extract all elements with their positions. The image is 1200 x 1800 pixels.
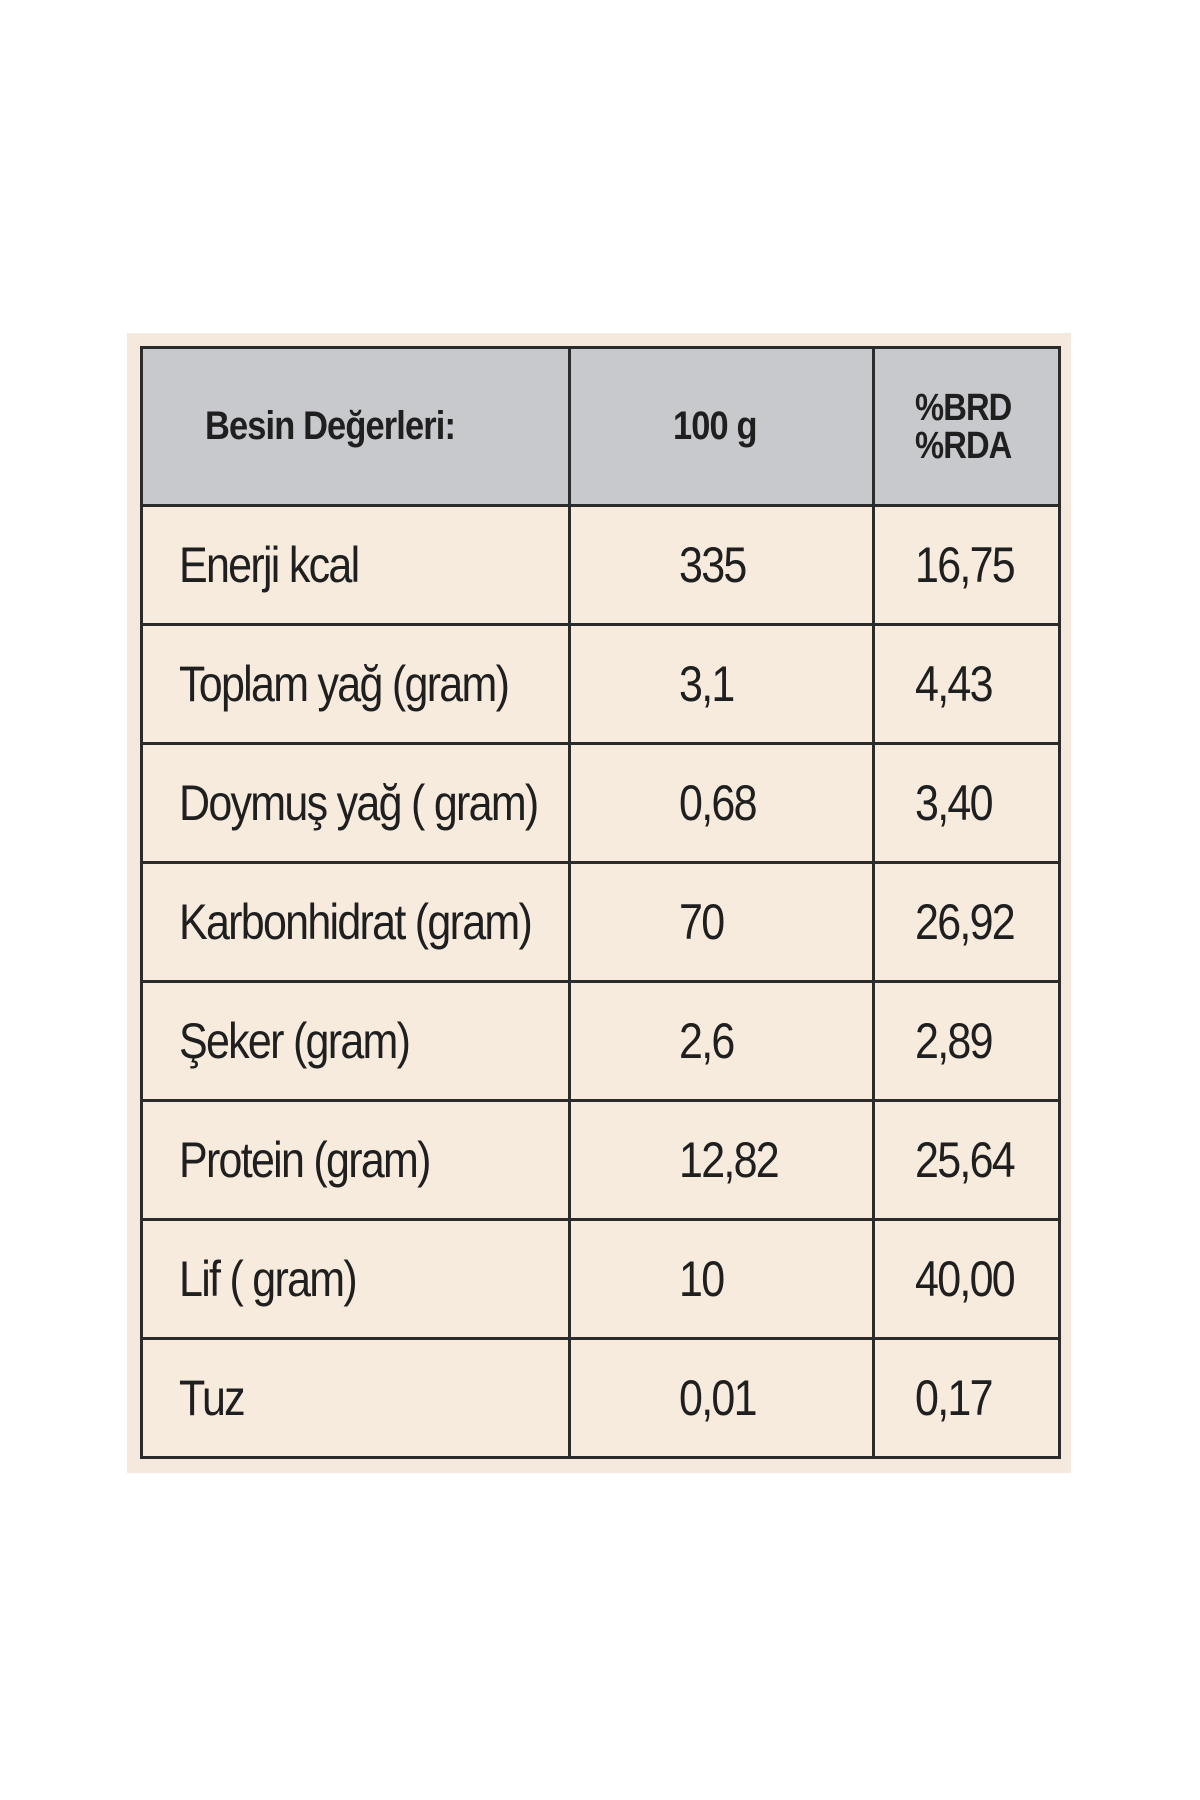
header-rda-line1: %BRD: [915, 386, 1012, 429]
nutrient-amount: 0,01: [568, 1337, 875, 1459]
table-row: Karbonhidrat (gram) 70 26,92: [140, 861, 1061, 983]
table-row: Doymuş yağ ( gram) 0,68 3,40: [140, 742, 1061, 864]
header-amount-per-100g: 100 g: [568, 346, 875, 507]
table-row: Protein (gram) 12,82 25,64: [140, 1099, 1061, 1221]
nutrient-name: Toplam yağ (gram): [140, 623, 571, 745]
nutrient-rda: 26,92: [872, 861, 1061, 983]
nutrient-rda: 3,40: [872, 742, 1061, 864]
table-row: Tuz 0,01 0,17: [140, 1337, 1061, 1459]
nutrient-amount: 2,6: [568, 980, 875, 1102]
nutrition-facts-table: Besin Değerleri: 100 g %BRD %RDA Enerji k…: [140, 346, 1061, 1459]
nutrient-amount: 335: [568, 504, 875, 626]
nutrient-rda: 16,75: [872, 504, 1061, 626]
table-header-row: Besin Değerleri: 100 g %BRD %RDA: [140, 346, 1061, 507]
nutrient-amount: 70: [568, 861, 875, 983]
nutrient-name: Doymuş yağ ( gram): [140, 742, 571, 864]
header-rda-percent: %BRD %RDA: [872, 346, 1061, 507]
nutrient-name: Enerji kcal: [140, 504, 571, 626]
header-nutrient-name: Besin Değerleri:: [140, 346, 571, 507]
nutrient-rda: 4,43: [872, 623, 1061, 745]
table-row: Enerji kcal 335 16,75: [140, 504, 1061, 626]
nutrient-amount: 12,82: [568, 1099, 875, 1221]
table-row: Lif ( gram) 10 40,00: [140, 1218, 1061, 1340]
nutrient-name: Protein (gram): [140, 1099, 571, 1221]
table-row: Şeker (gram) 2,6 2,89: [140, 980, 1061, 1102]
nutrient-name: Karbonhidrat (gram): [140, 861, 571, 983]
nutrient-rda: 25,64: [872, 1099, 1061, 1221]
nutrient-amount: 0,68: [568, 742, 875, 864]
nutrient-name: Lif ( gram): [140, 1218, 571, 1340]
nutrient-rda: 0,17: [872, 1337, 1061, 1459]
nutrient-name: Şeker (gram): [140, 980, 571, 1102]
nutrient-amount: 10: [568, 1218, 875, 1340]
header-rda-line2: %RDA: [915, 424, 1012, 467]
nutrient-amount: 3,1: [568, 623, 875, 745]
nutrient-name: Tuz: [140, 1337, 571, 1459]
nutrient-rda: 40,00: [872, 1218, 1061, 1340]
nutrient-rda: 2,89: [872, 980, 1061, 1102]
table-row: Toplam yağ (gram) 3,1 4,43: [140, 623, 1061, 745]
